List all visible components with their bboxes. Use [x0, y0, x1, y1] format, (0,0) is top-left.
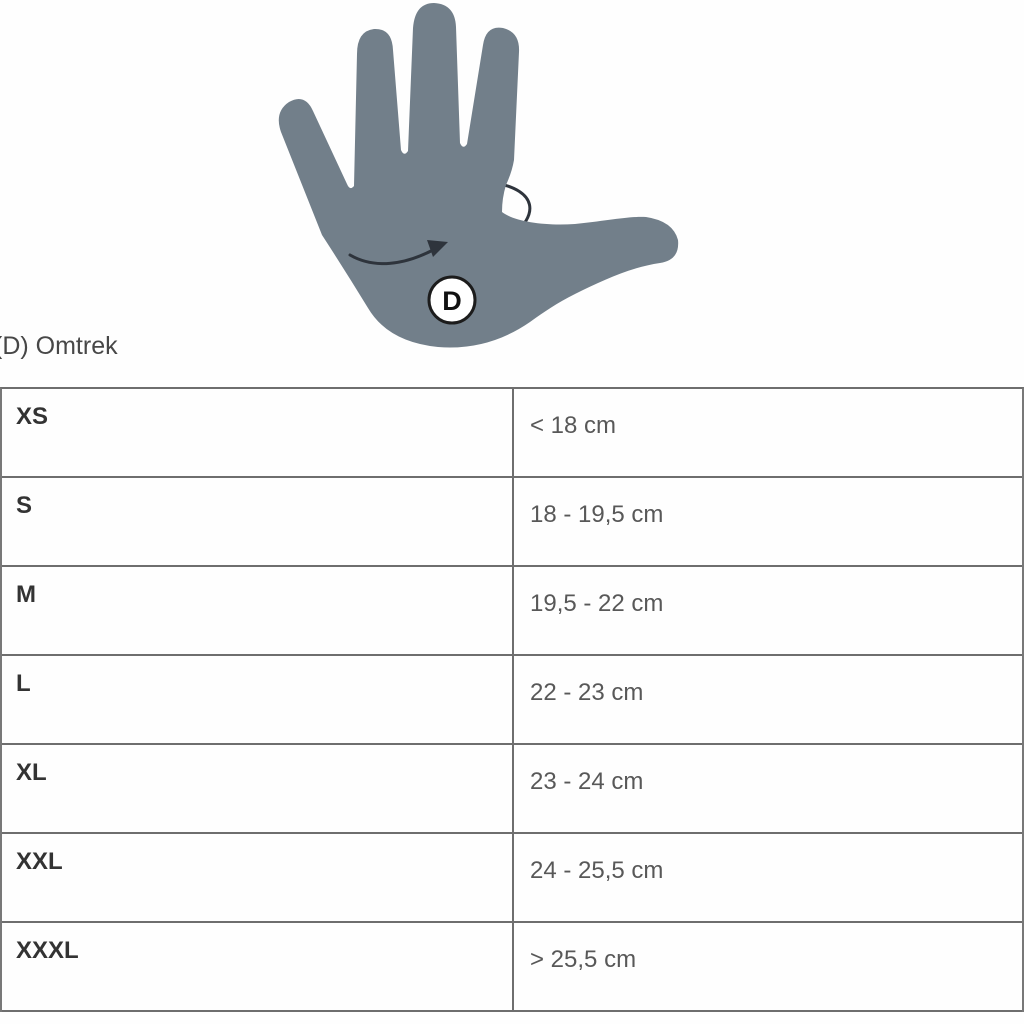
- size-cell: M: [16, 581, 36, 608]
- table-row: S 18 - 19,5 cm: [2, 478, 1022, 567]
- table-row: XL 23 - 24 cm: [2, 745, 1022, 834]
- measure-dimension-label: (D) Omtrek: [0, 332, 118, 360]
- circumference-arrowhead-icon: [427, 240, 448, 257]
- size-cell: XL: [16, 759, 47, 786]
- range-cell: < 18 cm: [512, 389, 1022, 476]
- table-row: L 22 - 23 cm: [2, 656, 1022, 745]
- range-cell: > 25,5 cm: [512, 923, 1022, 1010]
- marker-label: D: [442, 286, 462, 316]
- size-cell: XXXL: [16, 937, 79, 964]
- hand-silhouette: [278, 3, 679, 348]
- hand-illustration: D: [278, 3, 679, 348]
- table-row: XXXL > 25,5 cm: [2, 923, 1022, 1012]
- size-cell: S: [16, 492, 33, 519]
- size-cell: XS: [16, 403, 49, 430]
- size-table: XS < 18 cm S 18 - 19,5 cm M 19,5 - 22 cm…: [0, 387, 1024, 1012]
- range-cell: 24 - 25,5 cm: [512, 834, 1022, 921]
- range-cell: 19,5 - 22 cm: [512, 567, 1022, 654]
- range-cell: 18 - 19,5 cm: [512, 478, 1022, 565]
- range-cell: 23 - 24 cm: [512, 745, 1022, 832]
- table-row: M 19,5 - 22 cm: [2, 567, 1022, 656]
- circumference-arrow-icon: [348, 248, 435, 266]
- table-row: XS < 18 cm: [2, 389, 1022, 478]
- size-cell: L: [16, 670, 31, 697]
- table-row: XXL 24 - 25,5 cm: [2, 834, 1022, 923]
- range-cell: 22 - 23 cm: [512, 656, 1022, 743]
- marker-circle: [427, 275, 477, 325]
- size-cell: XXL: [16, 848, 63, 875]
